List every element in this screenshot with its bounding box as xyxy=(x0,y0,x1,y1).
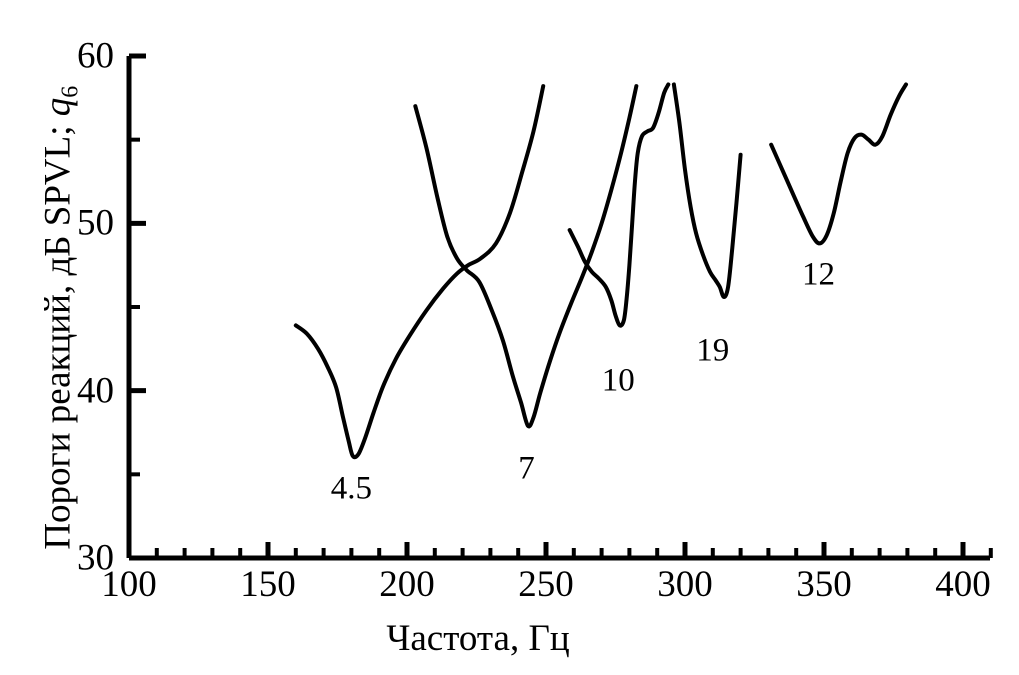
x-tick-label: 400 xyxy=(935,564,991,605)
y-tick-label: 30 xyxy=(77,537,114,579)
y-tick-label: 50 xyxy=(77,202,114,244)
data-curve xyxy=(567,82,671,328)
x-axis-ticks xyxy=(126,542,993,558)
curve-label: 19 xyxy=(696,332,730,368)
data-curve xyxy=(413,84,639,429)
x-tick-label: 100 xyxy=(101,564,157,605)
data-curve xyxy=(769,82,909,246)
x-tick-label: 350 xyxy=(796,564,852,605)
curve-label: 7 xyxy=(518,450,535,487)
y-axis-title: Пороги реакций, дБ SPVL; q6 xyxy=(37,38,83,598)
y-axis-symbol-subscript: 6 xyxy=(57,85,84,98)
data-curves xyxy=(293,82,909,460)
y-axis-symbol-q: q xyxy=(37,97,79,117)
y-axis-ticks xyxy=(129,53,146,561)
data-curve xyxy=(293,84,546,460)
x-axis-title: Частота, Гц xyxy=(386,618,570,659)
y-axis-title-symbol: q6 xyxy=(37,86,83,117)
y-axis-title-text: Пороги реакций, дБ SPVL; xyxy=(37,116,79,550)
data-curve xyxy=(671,82,743,299)
curve-label: 4.5 xyxy=(330,470,373,507)
y-tick-label: 40 xyxy=(77,370,114,412)
x-tick-label: 300 xyxy=(657,564,713,605)
curve-label: 10 xyxy=(601,362,635,399)
x-tick-label: 200 xyxy=(379,564,435,605)
curve-label: 12 xyxy=(801,256,835,293)
x-tick-label: 250 xyxy=(518,564,574,605)
x-tick-label: 150 xyxy=(240,564,296,605)
y-tick-label: 60 xyxy=(77,35,114,77)
axes-lines xyxy=(126,56,990,561)
